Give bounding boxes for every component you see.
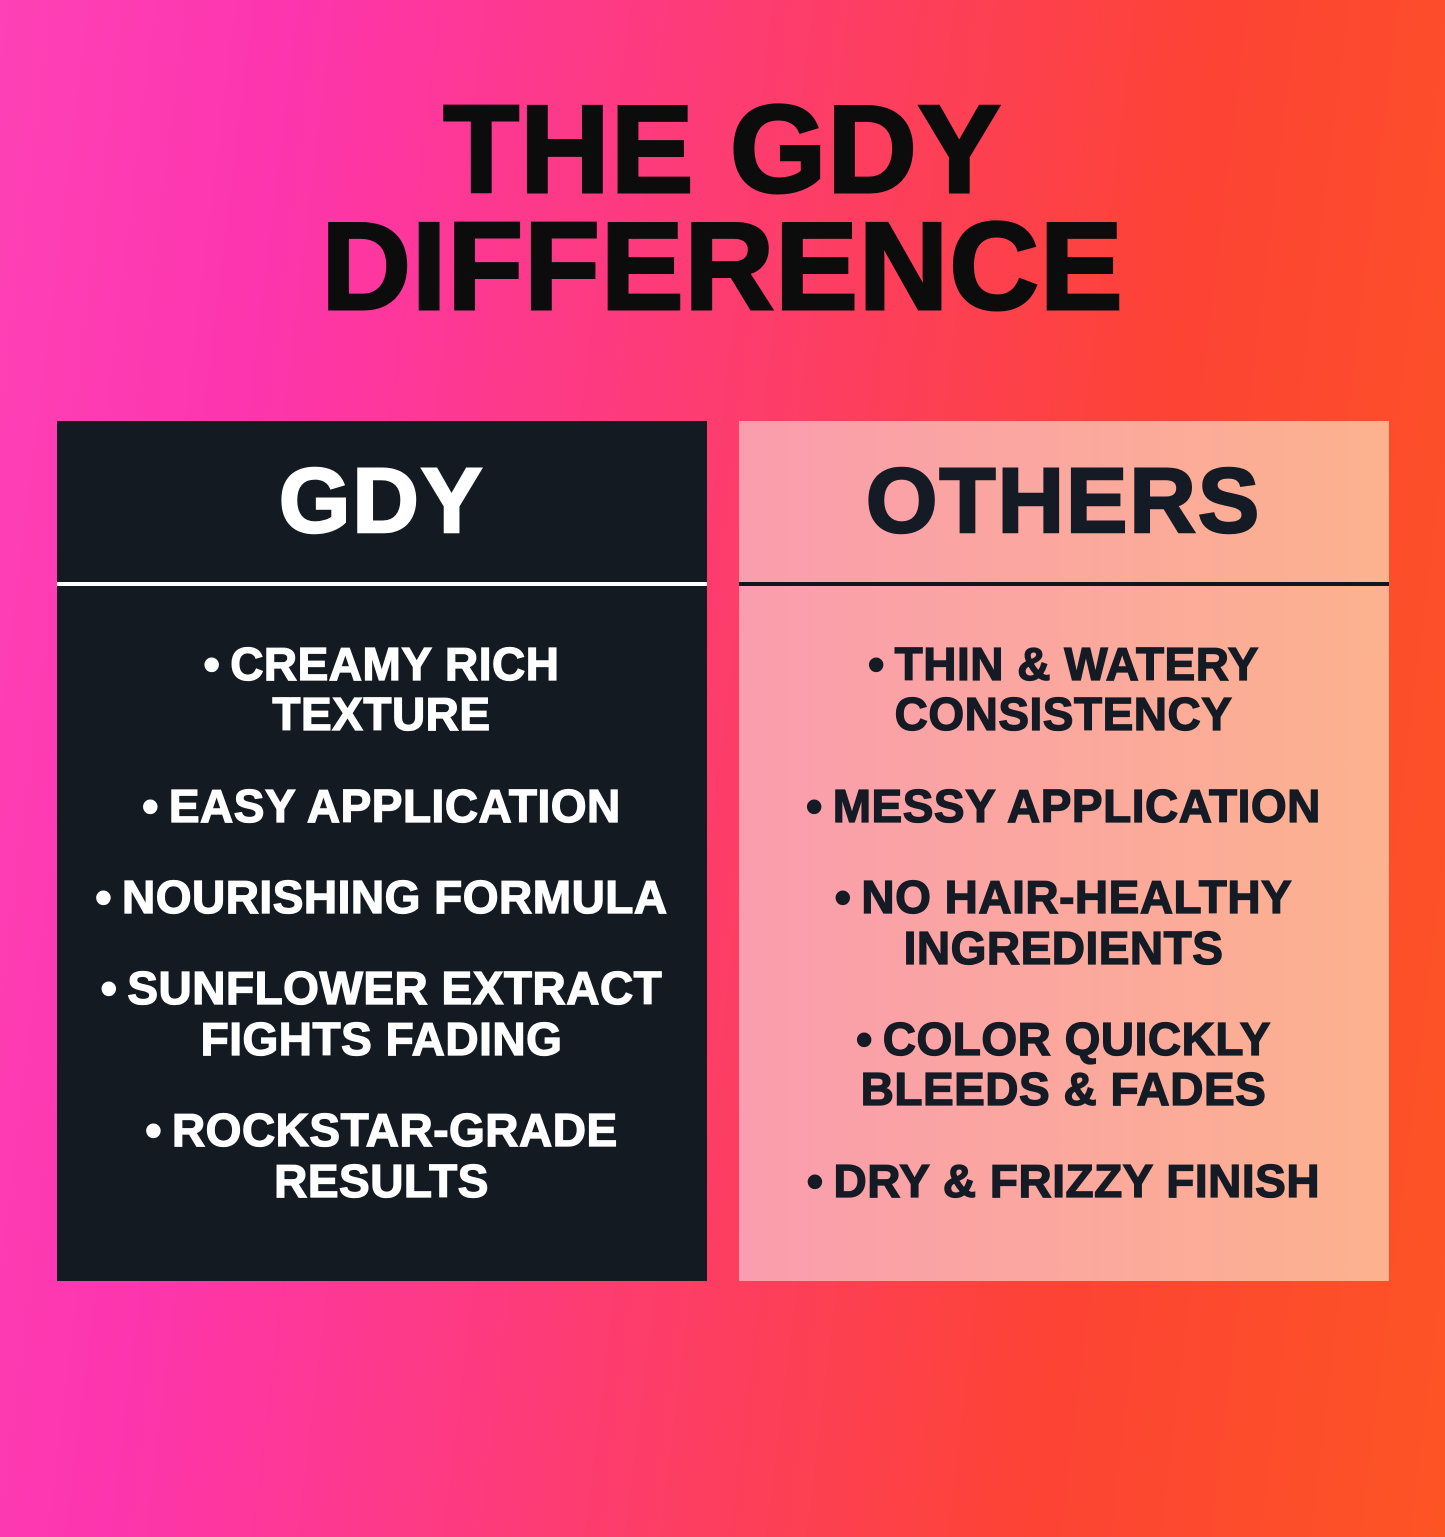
list-item: • DRY & FRIZZY FINISH [765, 1154, 1363, 1207]
list-item-label: THIN & WATERY CONSISTENCY [894, 637, 1259, 741]
list-item-label: EASY APPLICATION [168, 779, 621, 832]
gdy-column: GDY • CREAMY RICH TEXTURE • EASY APPLICATI… [56, 421, 707, 1282]
list-item: • CREAMY RICH TEXTURE [83, 637, 681, 741]
list-item: • NOURISHING FORMULA [83, 870, 681, 923]
bullet-icon: • [855, 1012, 873, 1065]
list-item-label: NO HAIR-HEALTHY INGREDIENTS [861, 870, 1293, 974]
gdy-column-header: GDY [278, 449, 485, 554]
list-item: • EASY APPLICATION [83, 779, 681, 832]
list-item: • COLOR QUICKLY BLEEDS & FADES [765, 1012, 1363, 1116]
others-column-header: OTHERS [865, 449, 1262, 554]
divider [738, 582, 1389, 587]
bullet-icon: • [805, 779, 823, 832]
bullet-icon: • [100, 962, 118, 1015]
list-item: • ROCKSTAR-GRADE RESULTS [83, 1104, 681, 1207]
bullet-icon: • [142, 779, 159, 832]
list-item: • NO HAIR-HEALTHY INGREDIENTS [765, 870, 1363, 974]
list-item-label: SUNFLOWER EXTRACT FIGHTS FADING [127, 962, 663, 1065]
bullet-icon: • [806, 1154, 824, 1207]
list-item-label: CREAMY RICH TEXTURE [230, 637, 560, 741]
bullet-icon: • [203, 637, 221, 690]
list-item-label: DRY & FRIZZY FINISH [833, 1154, 1321, 1207]
bullet-icon: • [834, 870, 852, 923]
list-item: • SUNFLOWER EXTRACT FIGHTS FADING [83, 962, 681, 1065]
others-column: OTHERS • THIN & WATERY CONSISTENCY • MESSY… [738, 421, 1389, 1282]
page-title-line: THE GDY [442, 81, 1002, 219]
divider [56, 582, 707, 587]
gdy-feature-list: • CREAMY RICH TEXTURE • EASY APPLICATION •… [57, 586, 707, 1281]
list-item-label: NOURISHING FORMULA [121, 870, 668, 923]
page-title: THE GDY DIFFERENCE [0, 81, 1445, 336]
page-title-line: DIFFERENCE [320, 197, 1124, 336]
list-item-label: COLOR QUICKLY BLEEDS & FADES [860, 1012, 1271, 1116]
comparison-columns: GDY • CREAMY RICH TEXTURE • EASY APPLICATI… [0, 421, 1445, 1282]
bullet-icon: • [145, 1104, 162, 1157]
list-item: • THIN & WATERY CONSISTENCY [765, 637, 1363, 741]
infographic-root: THE GDY DIFFERENCE GDY • CREAMY RICH TEXT… [0, 81, 1445, 1282]
bullet-icon: • [95, 870, 112, 923]
list-item: • MESSY APPLICATION [765, 779, 1363, 832]
bullet-icon: • [867, 637, 885, 690]
others-feature-list: • THIN & WATERY CONSISTENCY • MESSY APPLIC… [739, 586, 1389, 1281]
list-item-label: ROCKSTAR-GRADE RESULTS [171, 1104, 618, 1207]
list-item-label: MESSY APPLICATION [832, 779, 1321, 832]
